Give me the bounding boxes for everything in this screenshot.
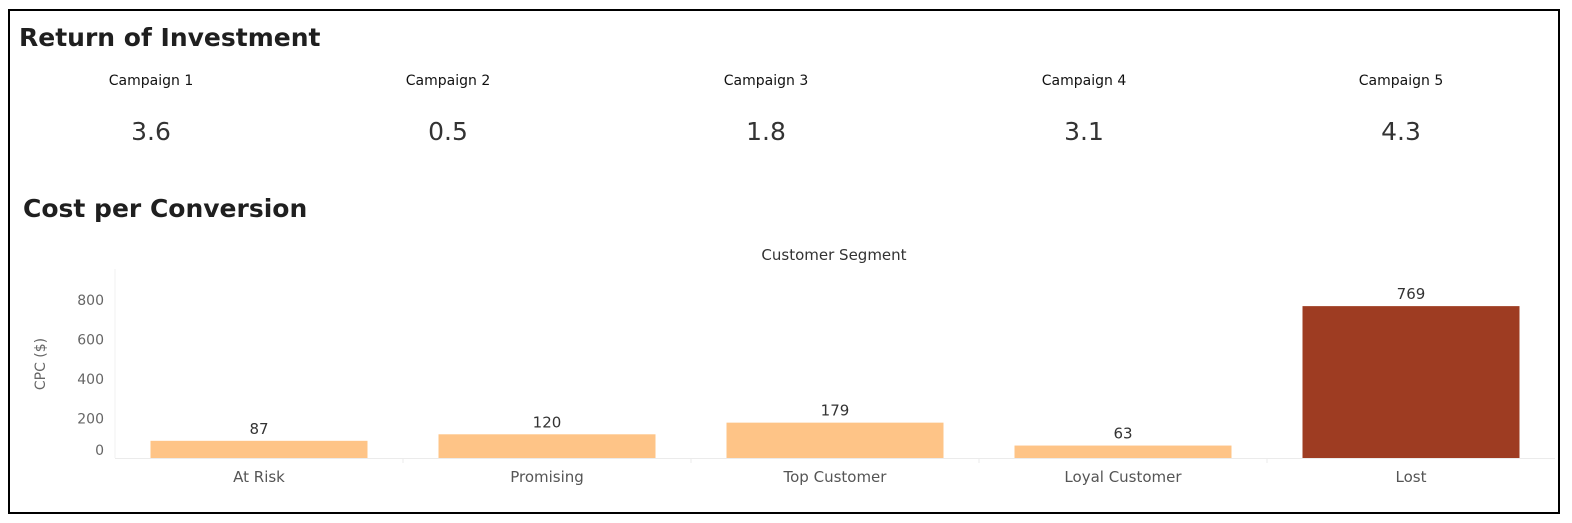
y-tick-label: 200	[77, 412, 104, 428]
bar-value-label: 63	[1113, 425, 1132, 443]
y-axis-ticks: 0 200 400 600 800	[77, 293, 104, 459]
column-header: Customer Segment	[761, 246, 906, 264]
cpc-bar-chart: Customer Segment CPC ($) 0 200 400 600 800 8…	[33, 246, 1555, 486]
x-category-label: Lost	[1396, 468, 1427, 486]
x-category-label: At Risk	[233, 468, 285, 486]
bar-value-label: 769	[1397, 285, 1426, 303]
kpi-campaign-4-label: Campaign 4	[1041, 73, 1127, 89]
y-tick-label: 600	[77, 333, 104, 349]
y-tick-label: 800	[77, 293, 104, 309]
kpi-campaign-2: Campaign 2 0.5	[338, 73, 558, 146]
kpi-campaign-2-value: 0.5	[428, 117, 468, 146]
kpi-campaign-4-value: 3.1	[1064, 117, 1104, 146]
kpi-campaign-3-value: 1.8	[746, 117, 786, 146]
kpi-campaign-1: Campaign 1 3.6	[41, 73, 261, 146]
kpi-campaign-5-label: Campaign 5	[1358, 73, 1444, 89]
bar-value-label: 120	[533, 413, 562, 431]
y-tick-label: 400	[77, 372, 104, 388]
bar	[438, 434, 656, 458]
bar	[1302, 306, 1520, 458]
x-category-label: Top Customer	[783, 468, 888, 486]
dashboard-frame: Return of Investment Campaign 1 3.6 Camp…	[8, 9, 1560, 514]
bar	[150, 440, 368, 458]
kpi-campaign-3-label: Campaign 3	[723, 73, 809, 89]
bar	[1014, 445, 1232, 458]
kpi-campaign-5-value: 4.3	[1381, 117, 1421, 146]
kpi-campaign-3: Campaign 3 1.8	[656, 73, 876, 146]
kpi-campaign-1-label: Campaign 1	[108, 73, 194, 89]
kpi-campaign-5: Campaign 5 4.3	[1291, 73, 1511, 146]
bars-group: 87 At Risk 120 Promising 179 Top Customer 63 Lo…	[150, 285, 1520, 486]
kpi-campaign-4: Campaign 4 3.1	[974, 73, 1194, 146]
kpi-campaign-2-label: Campaign 2	[405, 73, 491, 89]
x-category-label: Promising	[510, 468, 584, 486]
roi-title: Return of Investment	[19, 23, 321, 52]
y-axis-label: CPC ($)	[33, 338, 49, 390]
bar-value-label: 87	[249, 420, 268, 438]
bar	[726, 422, 944, 458]
kpi-campaign-1-value: 3.6	[131, 117, 171, 146]
y-tick-label: 0	[95, 443, 104, 459]
bar-value-label: 179	[821, 402, 850, 420]
cpc-title: Cost per Conversion	[23, 194, 308, 223]
x-category-label: Loyal Customer	[1064, 468, 1182, 486]
